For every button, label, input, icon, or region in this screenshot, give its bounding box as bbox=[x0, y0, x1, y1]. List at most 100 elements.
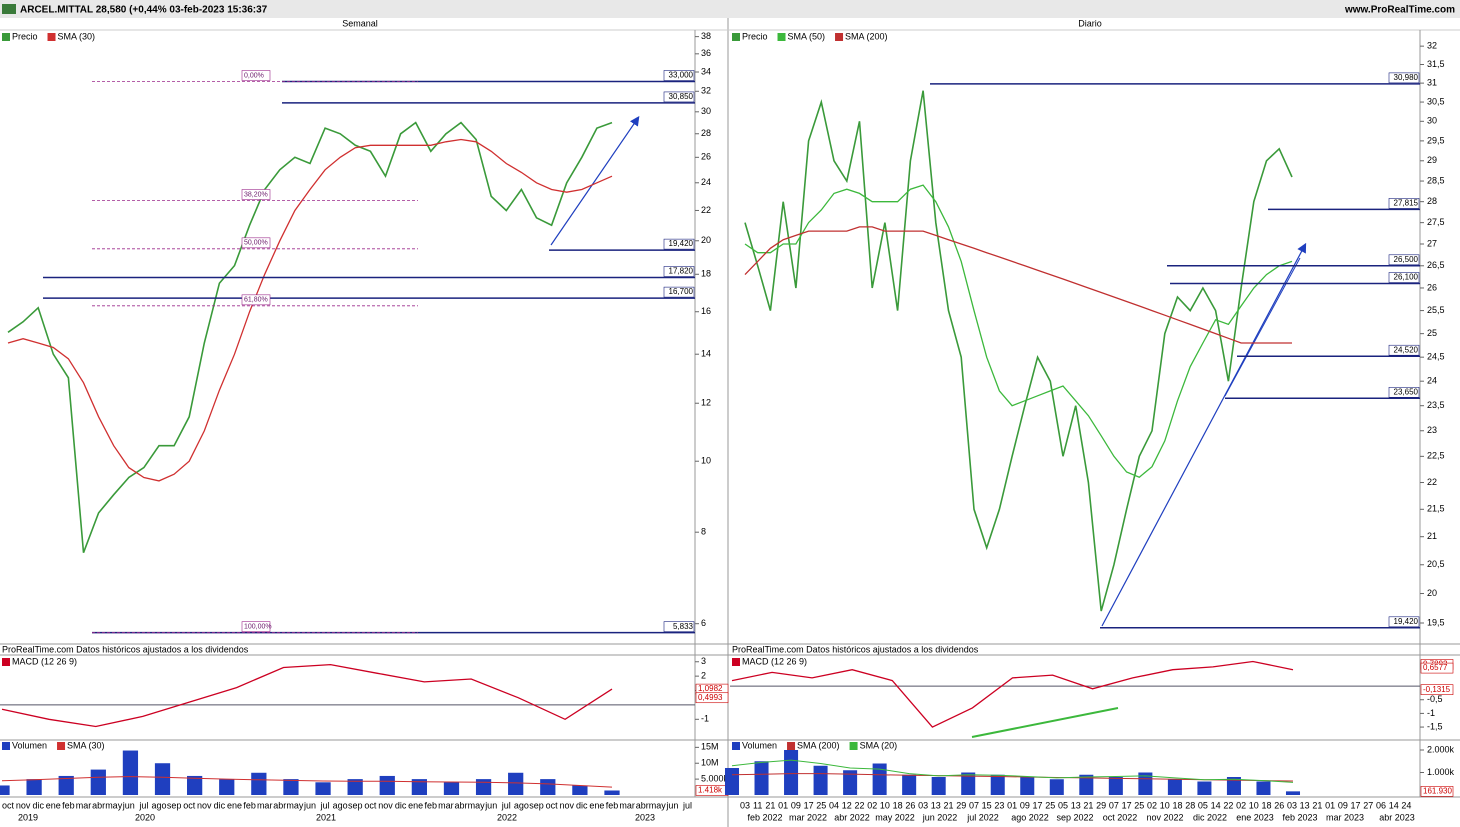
volume-bar bbox=[1049, 779, 1064, 795]
x-tick-label: 25 bbox=[1134, 800, 1144, 810]
x-year-label: 2021 bbox=[316, 812, 336, 822]
y-tick-label: 27 bbox=[1427, 238, 1437, 248]
volume-bar bbox=[961, 772, 976, 795]
x-tick-label: oct bbox=[2, 800, 15, 810]
x-month-label: jun 2022 bbox=[922, 812, 958, 822]
panel-title: Diario bbox=[1078, 18, 1102, 28]
value-marker-label: 1.418k bbox=[698, 786, 723, 795]
volume-bar bbox=[872, 763, 887, 795]
volume-bar bbox=[1079, 774, 1094, 795]
x-tick-label: dic bbox=[395, 800, 407, 810]
x-tick-label: 07 bbox=[969, 800, 979, 810]
x-tick-label: oct bbox=[183, 800, 196, 810]
y-tick-label: 12 bbox=[701, 398, 711, 408]
x-month-label: ene 2023 bbox=[1236, 812, 1274, 822]
x-tick-label: 21 bbox=[1083, 800, 1093, 810]
level-label: 19,420 bbox=[669, 239, 694, 248]
y-tick-label: 21 bbox=[1427, 531, 1437, 541]
x-tick-label: ene bbox=[227, 800, 242, 810]
volume-bar bbox=[1226, 777, 1241, 795]
level-label: 27,815 bbox=[1394, 198, 1419, 207]
x-tick-label: 17 bbox=[1351, 800, 1361, 810]
fib-label: 38,20% bbox=[244, 191, 268, 198]
y-tick-label: -0,5 bbox=[1427, 694, 1443, 704]
level-box bbox=[1388, 616, 1420, 628]
y-tick-label: 36 bbox=[701, 48, 711, 58]
x-tick-label: 13 bbox=[931, 800, 941, 810]
x-tick-label: 03 bbox=[918, 800, 928, 810]
x-tick-label: 26 bbox=[1274, 800, 1284, 810]
x-tick-label: nov bbox=[559, 800, 574, 810]
x-tick-label: 02 bbox=[1147, 800, 1157, 810]
panel-note: ProRealTime.com Datos históricos ajustad… bbox=[732, 644, 979, 654]
legend-label: Volumen bbox=[742, 740, 777, 750]
x-month-label: mar 2023 bbox=[1326, 812, 1364, 822]
volume-bar bbox=[475, 779, 492, 795]
y-tick-label: 20 bbox=[701, 235, 711, 245]
trend-arrow bbox=[550, 116, 640, 246]
x-tick-label: nov bbox=[197, 800, 212, 810]
y-tick-label: 20 bbox=[1427, 588, 1437, 598]
y-tick-label: 8 bbox=[701, 527, 706, 537]
x-tick-label: ago bbox=[514, 800, 529, 810]
trend-line bbox=[1224, 257, 1301, 397]
fib-label: 0,00% bbox=[244, 72, 264, 79]
y-tick-label: 25,5 bbox=[1427, 305, 1445, 315]
x-tick-label: 10 bbox=[1160, 800, 1170, 810]
legend-swatch bbox=[732, 33, 740, 41]
y-tick-label: 24 bbox=[701, 177, 711, 187]
volume-bar bbox=[813, 765, 828, 795]
x-tick-label: 01 bbox=[1007, 800, 1017, 810]
x-month-label: abr 2023 bbox=[1379, 812, 1415, 822]
legend-swatch bbox=[787, 742, 796, 750]
series-line bbox=[744, 184, 1293, 478]
series-line bbox=[1, 663, 613, 728]
x-month-label: nov 2022 bbox=[1146, 812, 1183, 822]
series-line bbox=[744, 226, 1292, 344]
x-tick-label: dic bbox=[214, 800, 226, 810]
x-tick-label: dic bbox=[32, 800, 44, 810]
x-tick-label: 10 bbox=[1249, 800, 1259, 810]
fib-label: 100,00% bbox=[244, 624, 272, 631]
volume-bar bbox=[540, 779, 556, 795]
y-tick-label: -1,5 bbox=[1427, 721, 1443, 731]
level-label: 16,700 bbox=[669, 287, 694, 296]
x-tick-label: ene bbox=[589, 800, 604, 810]
y-tick-label: 38 bbox=[701, 31, 711, 41]
x-tick-label: ene bbox=[408, 800, 423, 810]
x-tick-label: feb bbox=[62, 800, 75, 810]
y-tick-label: 25 bbox=[1427, 328, 1437, 338]
x-tick-label: 10 bbox=[880, 800, 890, 810]
x-tick-label: jul bbox=[501, 800, 511, 810]
volume-bar bbox=[1256, 781, 1271, 795]
y-tick-label: 31 bbox=[1427, 77, 1437, 87]
x-tick-label: mar bbox=[257, 800, 273, 810]
volume-bar bbox=[1108, 777, 1123, 795]
x-tick-label: jun bbox=[122, 800, 135, 810]
volume-bar bbox=[1020, 777, 1035, 795]
volume-bar bbox=[784, 750, 799, 795]
legend-swatch bbox=[47, 33, 56, 41]
y-tick-label: 22 bbox=[1427, 477, 1437, 487]
legend-swatch bbox=[2, 742, 10, 750]
y-tick-label: 19,5 bbox=[1427, 617, 1445, 627]
y-tick-label: 24 bbox=[1427, 376, 1437, 386]
x-tick-label: jun bbox=[303, 800, 316, 810]
y-tick-label: 30 bbox=[1427, 116, 1437, 126]
ticker: ARCEL.MITTAL 28,580 (+0,44% 03-feb-2023 … bbox=[20, 5, 268, 16]
level-box bbox=[1388, 386, 1420, 398]
x-tick-label: 21 bbox=[1312, 800, 1322, 810]
y-tick-label: 22,5 bbox=[1427, 451, 1445, 461]
level-label: 33,000 bbox=[669, 71, 694, 80]
volume-bar bbox=[931, 777, 946, 795]
x-tick-label: abr bbox=[454, 800, 467, 810]
value-marker bbox=[695, 692, 729, 704]
legend-swatch bbox=[57, 742, 66, 750]
x-month-label: mar 2022 bbox=[789, 812, 827, 822]
x-tick-label: may bbox=[286, 800, 304, 810]
legend-swatch bbox=[777, 33, 786, 41]
x-tick-label: 09 bbox=[1020, 800, 1030, 810]
value-marker-label: 161.930 bbox=[1423, 786, 1452, 795]
